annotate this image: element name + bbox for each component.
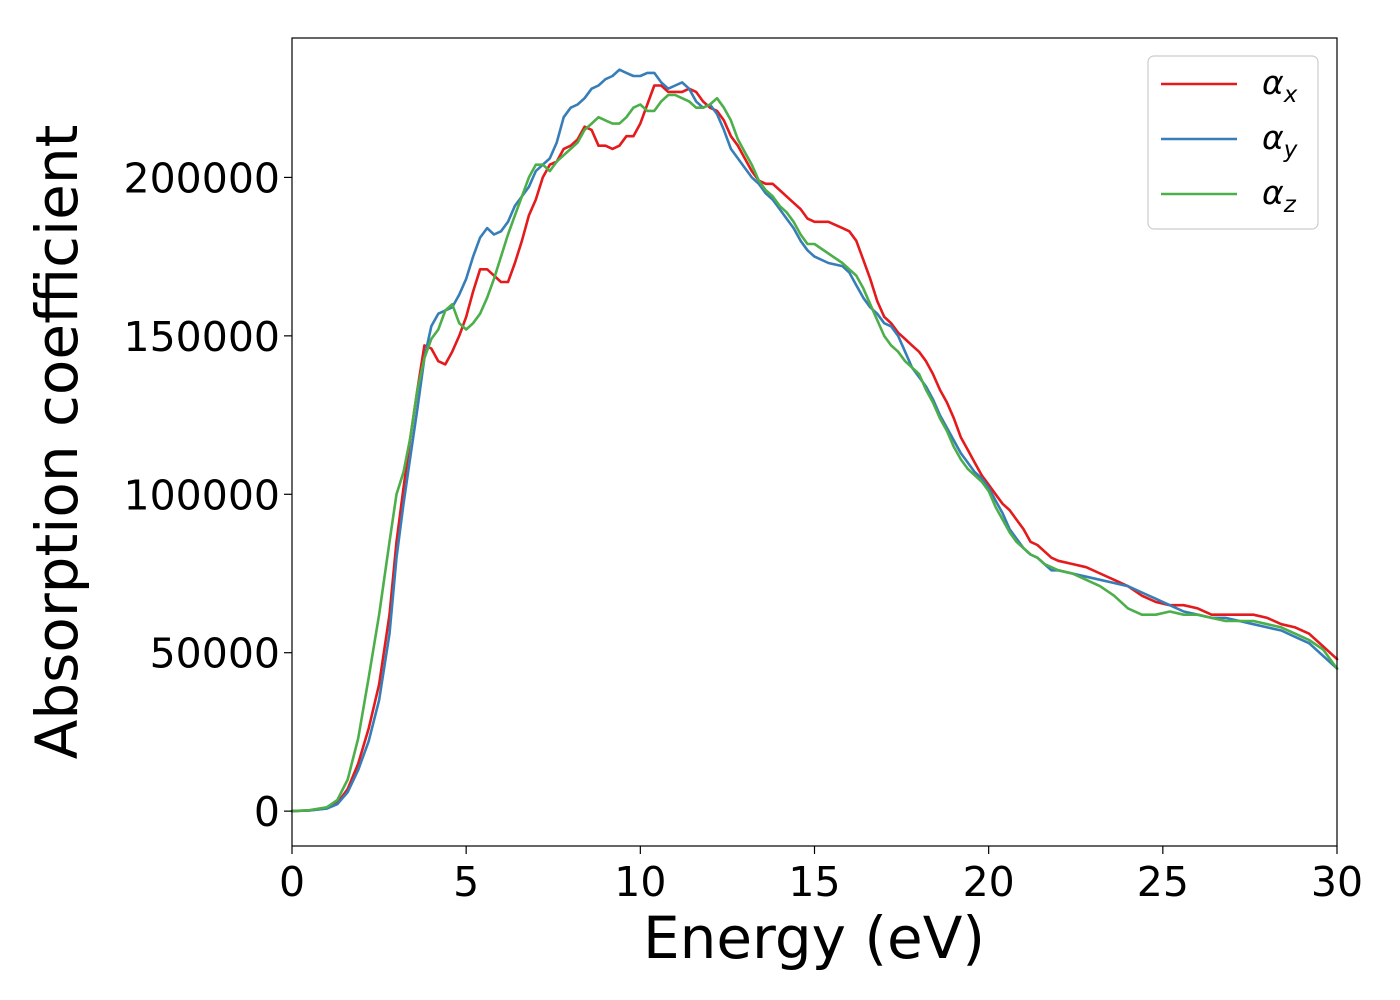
x-tick-label: 25	[1137, 858, 1189, 906]
series-layer	[290, 68, 1339, 813]
x-axis-ticks: 0 5 10 15 20 25 30	[279, 846, 1363, 906]
x-tick-label: 10	[614, 858, 666, 906]
y-tick-label: 150000	[123, 313, 280, 361]
y-tick-label: 0	[254, 788, 280, 836]
legend-label-subscript: y	[1283, 137, 1298, 163]
legend-label-base: α	[1262, 173, 1284, 212]
x-tick-label: 30	[1311, 858, 1363, 906]
y-tick-label: 100000	[123, 471, 280, 519]
x-tick-label: 15	[788, 858, 840, 906]
legend-label-subscript: x	[1283, 82, 1298, 108]
series-line-x	[290, 84, 1339, 813]
y-axis-label: Absorption coefficient	[23, 125, 91, 760]
x-tick-label: 0	[279, 858, 305, 906]
legend-label-z: αz	[1262, 173, 1297, 218]
series-line-z	[290, 93, 1339, 813]
x-tick-label: 5	[453, 858, 479, 906]
x-axis-label: Energy (eV)	[643, 904, 985, 972]
legend-label-x: αx	[1262, 63, 1298, 108]
legend-label-y: αy	[1262, 118, 1298, 163]
x-tick-label: 20	[963, 858, 1015, 906]
y-tick-label: 200000	[123, 154, 280, 202]
y-axis-ticks: 0 50000 100000 150000 200000	[123, 154, 292, 836]
legend-label-subscript: z	[1283, 192, 1297, 218]
legend-label-base: α	[1262, 118, 1284, 157]
legend-label-base: α	[1262, 63, 1284, 102]
legend-box	[1147, 55, 1319, 230]
y-tick-label: 50000	[150, 630, 280, 678]
